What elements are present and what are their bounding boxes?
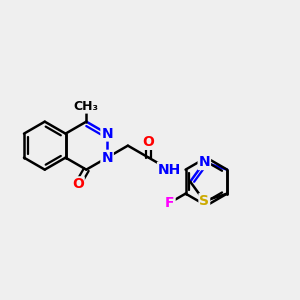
Text: S: S: [199, 194, 209, 208]
Text: N: N: [199, 155, 210, 169]
Text: CH₃: CH₃: [74, 100, 99, 113]
Text: N: N: [101, 151, 113, 165]
Text: N: N: [101, 127, 113, 141]
Text: F: F: [165, 196, 175, 210]
Text: O: O: [143, 135, 154, 149]
Text: NH: NH: [158, 163, 181, 177]
Text: O: O: [72, 177, 84, 191]
